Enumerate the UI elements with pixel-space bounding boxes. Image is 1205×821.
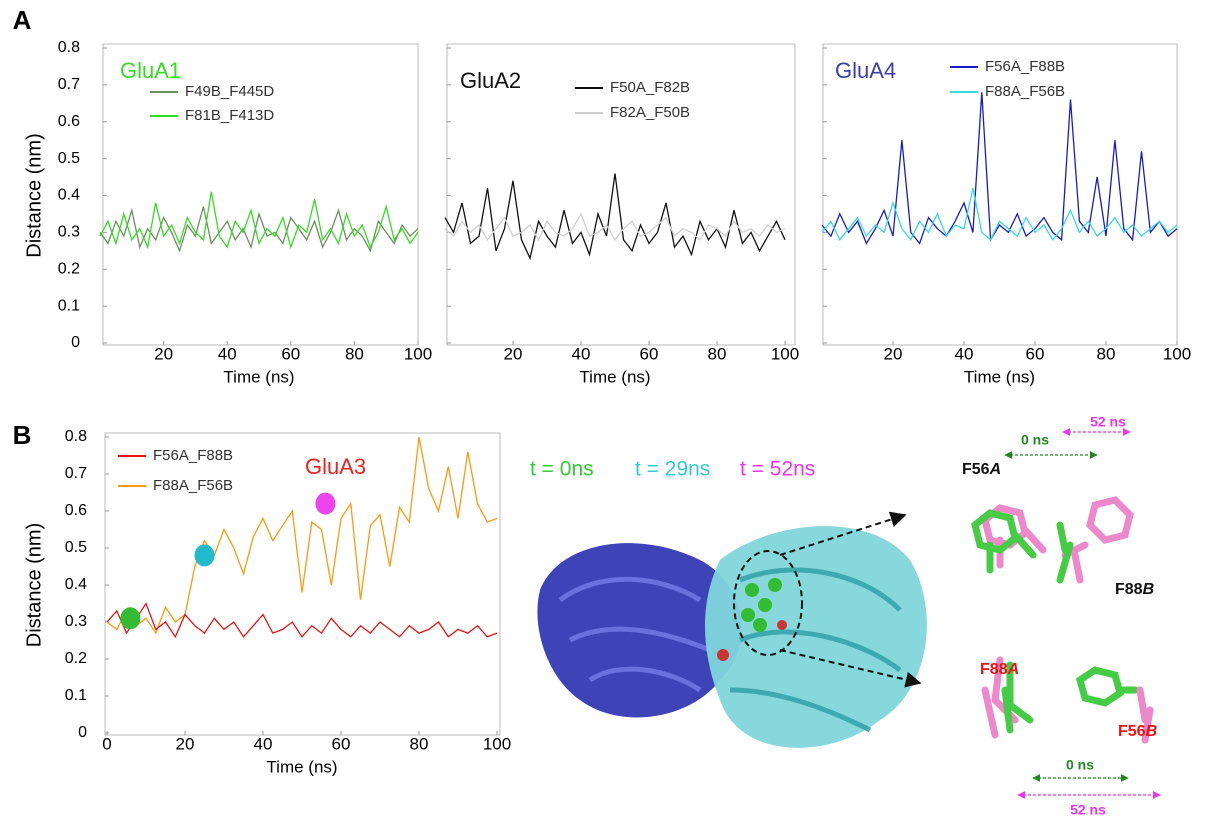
- time-label: t = 29ns: [635, 458, 710, 481]
- x-tick-label: 100: [1163, 344, 1191, 363]
- residue-name: F88: [1115, 581, 1143, 598]
- y-tick-label: 0.4: [65, 576, 87, 593]
- chart-title: GluA1: [120, 58, 181, 83]
- legend-label: F82A_F50B: [610, 104, 690, 121]
- time-marker: [315, 493, 335, 515]
- x-tick-label: 80: [708, 344, 727, 363]
- y-tick-label: 0.5: [58, 150, 80, 167]
- x-tick-label: 100: [483, 734, 511, 753]
- x-axis-label: Time (ns): [266, 757, 337, 776]
- protein-cartoon: [537, 515, 926, 748]
- x-tick-label: 20: [176, 734, 195, 753]
- time-marker: [195, 544, 215, 566]
- x-tick-label: 60: [640, 344, 659, 363]
- legend-label: F88A_F56B: [153, 477, 233, 494]
- y-axis-label: Distance (nm): [23, 133, 45, 257]
- series-line: [100, 192, 418, 247]
- legend-label: F50A_F82B: [610, 79, 690, 96]
- y-tick-label: 0.6: [58, 113, 80, 130]
- x-tick-label: 20: [504, 344, 523, 363]
- y-axis-label: Distance (nm): [23, 523, 45, 647]
- residue-chain: A: [989, 461, 1002, 478]
- figure: 0 0.1 0.2 0.3 0.4 0.5 0.6 0.7 0.8 20 40 60 80 100 Time…: [0, 0, 1205, 821]
- x-tick-label: 100: [404, 344, 432, 363]
- x-tick-label: 20: [884, 344, 903, 363]
- x-tick-label: 0: [102, 734, 111, 753]
- legend-label: F56A_F88B: [985, 58, 1065, 75]
- x-tick-label: 80: [1097, 344, 1116, 363]
- legend-label: F49B_F445D: [185, 83, 274, 100]
- series-line: [107, 437, 497, 633]
- y-tick-label: 0.1: [58, 297, 80, 314]
- distance-label: 0 ns: [1066, 757, 1094, 773]
- time-label: t = 52ns: [740, 458, 815, 481]
- residue-chain: B: [1146, 723, 1158, 740]
- y-tick-label: 0.7: [58, 76, 80, 93]
- time-marker: [120, 607, 140, 629]
- x-tick-label: 60: [1026, 344, 1045, 363]
- y-tick-label: 0.8: [65, 428, 87, 445]
- residue-label: F88B: [1115, 581, 1154, 598]
- residue-label: F56B: [1118, 723, 1157, 740]
- distance-label: 0 ns: [1021, 432, 1049, 448]
- y-tick-label: 0.5: [65, 539, 87, 556]
- y-tick-label: 0.6: [65, 502, 87, 519]
- y-tick-label: 0: [78, 724, 87, 741]
- time-label: t = 0ns: [530, 458, 594, 481]
- y-tick-label: 0.1: [65, 687, 87, 704]
- legend-label: F56A_F88B: [153, 447, 233, 464]
- residue-name: F88: [980, 661, 1008, 678]
- chart-title: GluA4: [835, 58, 896, 83]
- x-tick-label: 40: [254, 734, 273, 753]
- y-tick-label: 0.8: [58, 39, 80, 56]
- y-tick-label: 0.2: [58, 260, 80, 277]
- residue-chain: B: [1143, 581, 1155, 598]
- residue-label: F56A: [962, 461, 1001, 478]
- x-tick-label: 80: [410, 734, 429, 753]
- x-tick-label: 100: [771, 344, 799, 363]
- chart-title: GluA2: [460, 68, 521, 93]
- x-tick-label: 40: [572, 344, 591, 363]
- series-line: [445, 173, 785, 258]
- y-tick-label: 0.3: [65, 613, 87, 630]
- y-tick-label: 0.3: [58, 224, 80, 241]
- x-axis-label: Time (ns): [223, 367, 294, 386]
- y-tick-label: 0.7: [65, 465, 87, 482]
- x-tick-label: 60: [281, 344, 300, 363]
- distance-label: 52 ns: [1090, 414, 1126, 430]
- x-tick-label: 40: [218, 344, 237, 363]
- series-line: [445, 214, 785, 240]
- x-tick-label: 40: [955, 344, 974, 363]
- x-axis-label: Time (ns): [579, 367, 650, 386]
- residue-name: F56: [1118, 723, 1146, 740]
- panel-label: A: [13, 5, 32, 35]
- chart-title: GluA3: [305, 454, 366, 479]
- legend-label: F81B_F413D: [185, 107, 274, 124]
- series-line: [822, 188, 1177, 240]
- legend-label: F88A_F56B: [985, 83, 1065, 100]
- distance-label: 52 ns: [1070, 802, 1106, 818]
- y-tick-label: 0: [71, 334, 80, 351]
- y-tick-label: 0.2: [65, 650, 87, 667]
- panel-label: B: [13, 420, 32, 450]
- x-axis-label: Time (ns): [964, 367, 1035, 386]
- x-tick-label: 20: [154, 344, 173, 363]
- residue-name: F56: [962, 461, 990, 478]
- x-tick-label: 80: [345, 344, 364, 363]
- residue-chain: A: [1007, 661, 1020, 678]
- x-tick-label: 60: [332, 734, 351, 753]
- y-tick-label: 0.4: [58, 187, 80, 204]
- residue-sticks: [975, 500, 1150, 740]
- residue-label: F88A: [980, 661, 1019, 678]
